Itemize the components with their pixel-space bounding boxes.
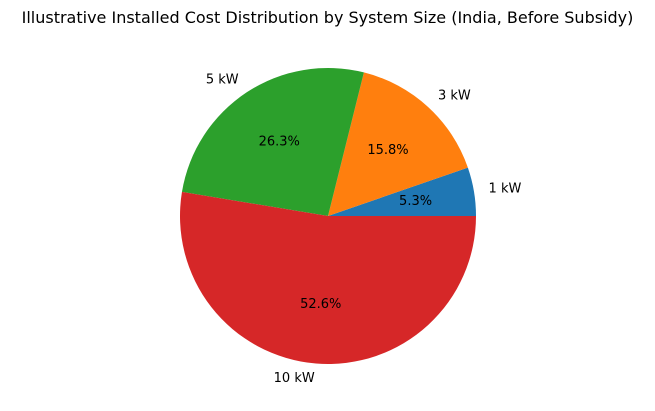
- pie-slice-10-kw: [180, 191, 476, 364]
- slice-category-label-3-kw: 3 kW: [438, 88, 471, 103]
- slice-percent-label-1-kw: 5.3%: [399, 194, 432, 209]
- slice-percent-label-3-kw: 15.8%: [367, 143, 408, 158]
- pie-slice-3-kw: [328, 72, 468, 216]
- chart-title: Illustrative Installed Cost Distribution…: [21, 8, 634, 27]
- pie-slices: [180, 68, 476, 364]
- pie-slice-1-kw: [328, 167, 476, 216]
- slice-category-label-10-kw: 10 kW: [274, 371, 315, 386]
- pie-labels: 5.3% 1 kW 15.8% 3 kW 26.3% 5 kW 52.6% 10 kW: [206, 72, 522, 385]
- slice-category-label-5-kw: 5 kW: [206, 72, 239, 87]
- slice-percent-label-10-kw: 52.6%: [300, 297, 341, 312]
- slice-category-label-1-kw: 1 kW: [489, 182, 522, 197]
- slice-percent-label-5-kw: 26.3%: [259, 134, 300, 149]
- pie-slice-5-kw: [181, 68, 364, 216]
